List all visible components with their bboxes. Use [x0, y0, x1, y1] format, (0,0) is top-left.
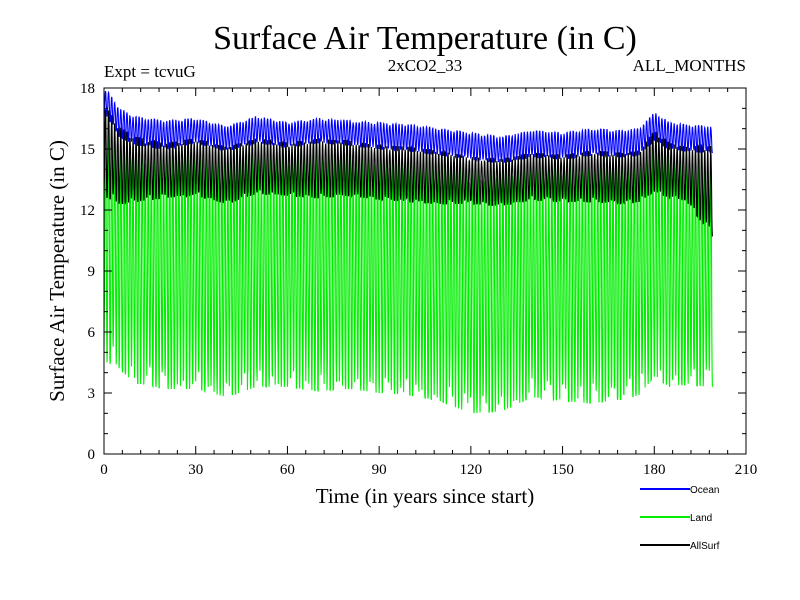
series-ocean-line — [104, 90, 713, 163]
legend-label-land: Land — [690, 513, 712, 524]
x-tick-label: 0 — [100, 462, 108, 478]
y-tick-label: 6 — [88, 325, 96, 341]
series-ocean — [104, 90, 713, 163]
y-tick-label: 15 — [80, 142, 95, 158]
y-tick-label: 12 — [80, 203, 95, 219]
x-tick-label: 150 — [551, 462, 574, 478]
x-tick-label: 210 — [735, 462, 758, 478]
series-allsurf — [104, 109, 713, 237]
legend-label-ocean: Ocean — [690, 485, 719, 496]
months-label: ALL_MONTHS — [633, 56, 746, 75]
series-allsurf-line — [104, 109, 713, 237]
x-tick-label: 30 — [188, 462, 203, 478]
axes-layer: 0 30 60 90 120 150 180 210 0 3 6 9 12 15 18 — [80, 81, 757, 478]
series-layer — [104, 90, 713, 414]
y-tick-label: 0 — [88, 447, 96, 463]
y-tick-label: 9 — [88, 264, 96, 280]
legend-label-allsurf: AllSurf — [690, 541, 720, 552]
x-tick-label: 120 — [460, 462, 483, 478]
x-axis-label: Time (in years since start) — [316, 484, 535, 508]
x-tick-label: 180 — [643, 462, 666, 478]
legend: Ocean Land AllSurf — [640, 485, 720, 552]
chart-title: Surface Air Temperature (in C) — [213, 20, 637, 57]
y-axis-label: Surface Air Temperature (in C) — [45, 140, 69, 402]
run-label: 2xCO2_33 — [388, 56, 463, 75]
experiment-label: Expt = tcvuG — [104, 62, 196, 81]
y-tick-label: 18 — [80, 81, 95, 97]
y-tick-label: 3 — [88, 386, 96, 402]
x-tick-label: 90 — [372, 462, 387, 478]
x-tick-label: 60 — [280, 462, 295, 478]
